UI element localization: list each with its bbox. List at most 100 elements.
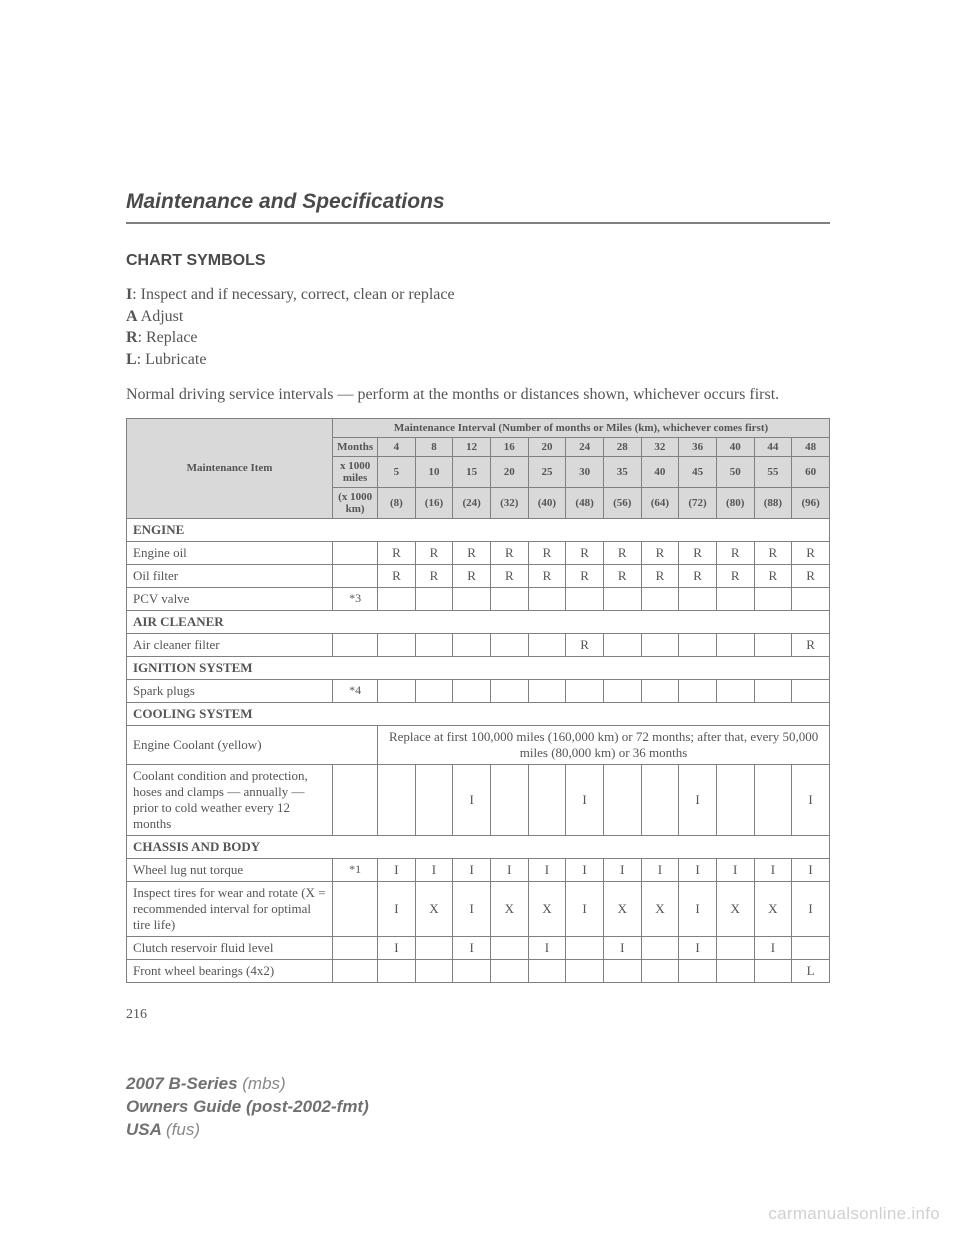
cell-tires-0: I [378, 881, 415, 936]
cell-fwb-1 [415, 959, 453, 982]
cell-air_filter-0 [378, 633, 415, 656]
hdr-km-10: (88) [754, 487, 792, 518]
cell-spark-5 [566, 679, 604, 702]
cell-fwb-2 [453, 959, 491, 982]
cell-lug-8: I [679, 858, 717, 881]
cell-pcv-9 [716, 587, 754, 610]
hdr-months-11: 48 [792, 437, 830, 456]
hdr-miles-1: 10 [415, 456, 453, 487]
cell-coolant_cond-8: I [679, 764, 717, 835]
hdr-miles-6: 35 [603, 456, 641, 487]
cell-coolant_cond-7 [641, 764, 679, 835]
hdr-miles-2: 15 [453, 456, 491, 487]
row-clutch: Clutch reservoir fluid levelIIIIII [127, 936, 830, 959]
cell-lug-3: I [490, 858, 528, 881]
hdr-months-9: 40 [716, 437, 754, 456]
cell-coolant_cond-2: I [453, 764, 491, 835]
cell-pcv-3 [490, 587, 528, 610]
footer-line2: Owners Guide (post-2002-fmt) [126, 1096, 369, 1119]
cell-clutch-9 [716, 936, 754, 959]
hdr-miles-9: 50 [716, 456, 754, 487]
cell-engine_oil-7: R [641, 541, 679, 564]
cell-tires-11: I [792, 881, 830, 936]
hdr-miles-10: 55 [754, 456, 792, 487]
hdr-months-10: 44 [754, 437, 792, 456]
cell-air_filter-4 [528, 633, 566, 656]
hdr-km-5: (48) [566, 487, 604, 518]
cell-tires-1: X [415, 881, 453, 936]
cell-lug-1: I [415, 858, 453, 881]
cell-oil_filter-8: R [679, 564, 717, 587]
cell-lug-note: *1 [333, 858, 378, 881]
cell-spark-10 [754, 679, 792, 702]
cell-clutch-3 [490, 936, 528, 959]
cell-clutch-2: I [453, 936, 491, 959]
cell-spark-4 [528, 679, 566, 702]
row-lug: Wheel lug nut torque*1IIIIIIIIIIII [127, 858, 830, 881]
cell-clutch-7 [641, 936, 679, 959]
cell-coolant_cond-9 [716, 764, 754, 835]
cell-tires-note [333, 881, 378, 936]
hdr-months-2: 12 [453, 437, 491, 456]
cell-pcv-note: *3 [333, 587, 378, 610]
section-chassis: CHASSIS AND BODY [127, 835, 830, 858]
cell-coolant_cond-label: Coolant condition and protection, hoses … [127, 764, 333, 835]
row-spark: Spark plugs*4 [127, 679, 830, 702]
cell-lug-0: I [378, 858, 415, 881]
cell-clutch-8: I [679, 936, 717, 959]
cell-engine_oil-4: R [528, 541, 566, 564]
footer-line1-rest: (mbs) [242, 1074, 285, 1093]
hdr-km-label: (x 1000 km) [333, 487, 378, 518]
hdr-miles-11: 60 [792, 456, 830, 487]
cell-lug-label: Wheel lug nut torque [127, 858, 333, 881]
cell-clutch-0: I [378, 936, 415, 959]
hdr-months-3: 16 [490, 437, 528, 456]
hdr-miles-4: 25 [528, 456, 566, 487]
cell-air_filter-5: R [566, 633, 604, 656]
section-air: AIR CLEANER [127, 610, 830, 633]
cell-air_filter-10 [754, 633, 792, 656]
cell-clutch-4: I [528, 936, 566, 959]
page-number: 216 [126, 1007, 830, 1023]
cell-clutch-6: I [603, 936, 641, 959]
cell-coolant-label: Engine Coolant (yellow) [127, 725, 378, 764]
row-coolant_cond: Coolant condition and protection, hoses … [127, 764, 830, 835]
hdr-months-8: 36 [679, 437, 717, 456]
cell-air_filter-label: Air cleaner filter [127, 633, 333, 656]
hdr-miles-5: 30 [566, 456, 604, 487]
cell-coolant_cond-0 [378, 764, 415, 835]
cell-oil_filter-2: R [453, 564, 491, 587]
cell-oil_filter-1: R [415, 564, 453, 587]
cell-spark-note: *4 [333, 679, 378, 702]
cell-pcv-4 [528, 587, 566, 610]
hdr-months-4: 20 [528, 437, 566, 456]
cell-spark-7 [641, 679, 679, 702]
cell-pcv-7 [641, 587, 679, 610]
hdr-miles-7: 40 [641, 456, 679, 487]
row-pcv: PCV valve*3 [127, 587, 830, 610]
cell-lug-5: I [566, 858, 604, 881]
cell-oil_filter-9: R [716, 564, 754, 587]
cell-pcv-0 [378, 587, 415, 610]
cell-coolant_cond-11: I [792, 764, 830, 835]
hdr-km-7: (64) [641, 487, 679, 518]
cell-coolant_cond-1 [415, 764, 453, 835]
cell-air_filter-note [333, 633, 378, 656]
footer-line1-bold: 2007 B-Series [126, 1074, 242, 1093]
cell-engine_oil-2: R [453, 541, 491, 564]
row-air_filter: Air cleaner filterRR [127, 633, 830, 656]
hdr-months-7: 32 [641, 437, 679, 456]
cell-fwb-5 [566, 959, 604, 982]
section-ignition: IGNITION SYSTEM [127, 656, 830, 679]
cell-air_filter-2 [453, 633, 491, 656]
cell-pcv-8 [679, 587, 717, 610]
hdr-months-1: 8 [415, 437, 453, 456]
cell-fwb-0 [378, 959, 415, 982]
hdr-months-0: 4 [378, 437, 415, 456]
row-engine_oil: Engine oilRRRRRRRRRRRR [127, 541, 830, 564]
cell-clutch-11 [792, 936, 830, 959]
cell-spark-2 [453, 679, 491, 702]
cell-spark-8 [679, 679, 717, 702]
cell-engine_oil-10: R [754, 541, 792, 564]
hdr-miles-0: 5 [378, 456, 415, 487]
